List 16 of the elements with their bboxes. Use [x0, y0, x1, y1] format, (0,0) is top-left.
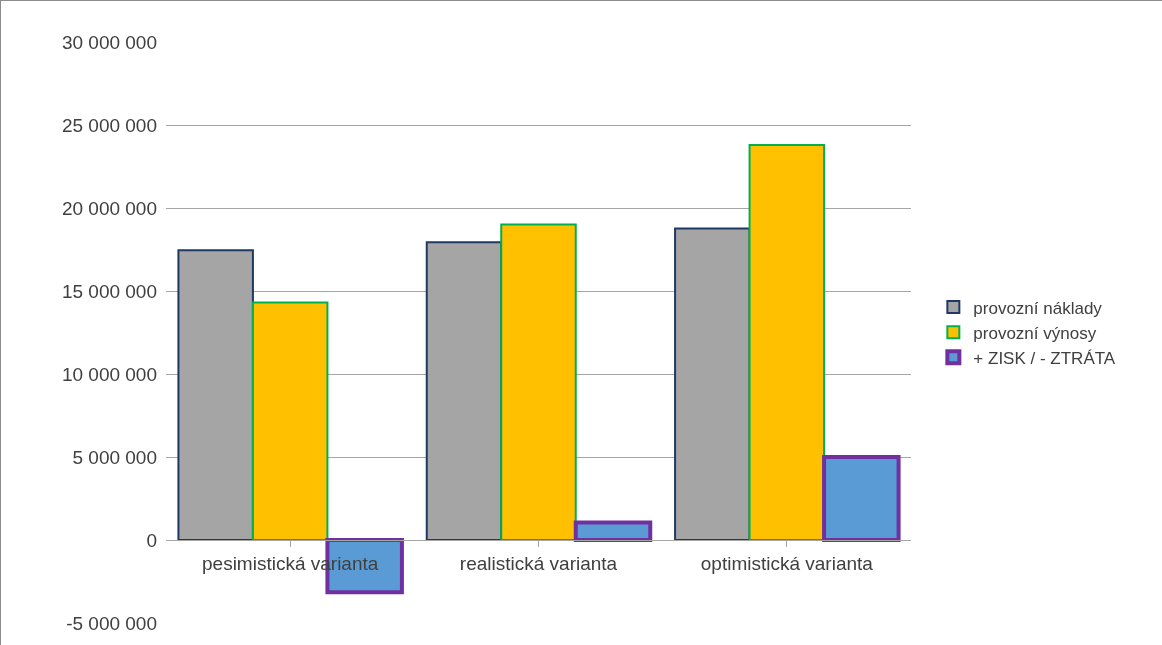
x-tick-label: realistická varianta: [459, 552, 618, 574]
y-tick-label: 5 000 000: [72, 446, 157, 468]
y-tick-label: -5 000 000: [66, 612, 157, 634]
bar: [748, 143, 826, 541]
bar: [500, 223, 577, 541]
legend-label: provozní výnosy: [973, 323, 1097, 343]
legend-label: provozní náklady: [973, 298, 1103, 318]
y-tick-label: 15 000 000: [61, 280, 157, 302]
bar: [251, 301, 329, 541]
y-tick-label: 10 000 000: [61, 363, 157, 385]
y-tick-label: 30 000 000: [61, 31, 157, 53]
y-tick-label: 20 000 000: [61, 197, 157, 219]
y-tick-label: 0: [146, 529, 157, 551]
x-tick-label: optimistická varianta: [700, 552, 874, 574]
legend-label: + ZISK / - ZTRÁTA: [973, 348, 1116, 368]
y-tick-label: 25 000 000: [61, 114, 157, 136]
